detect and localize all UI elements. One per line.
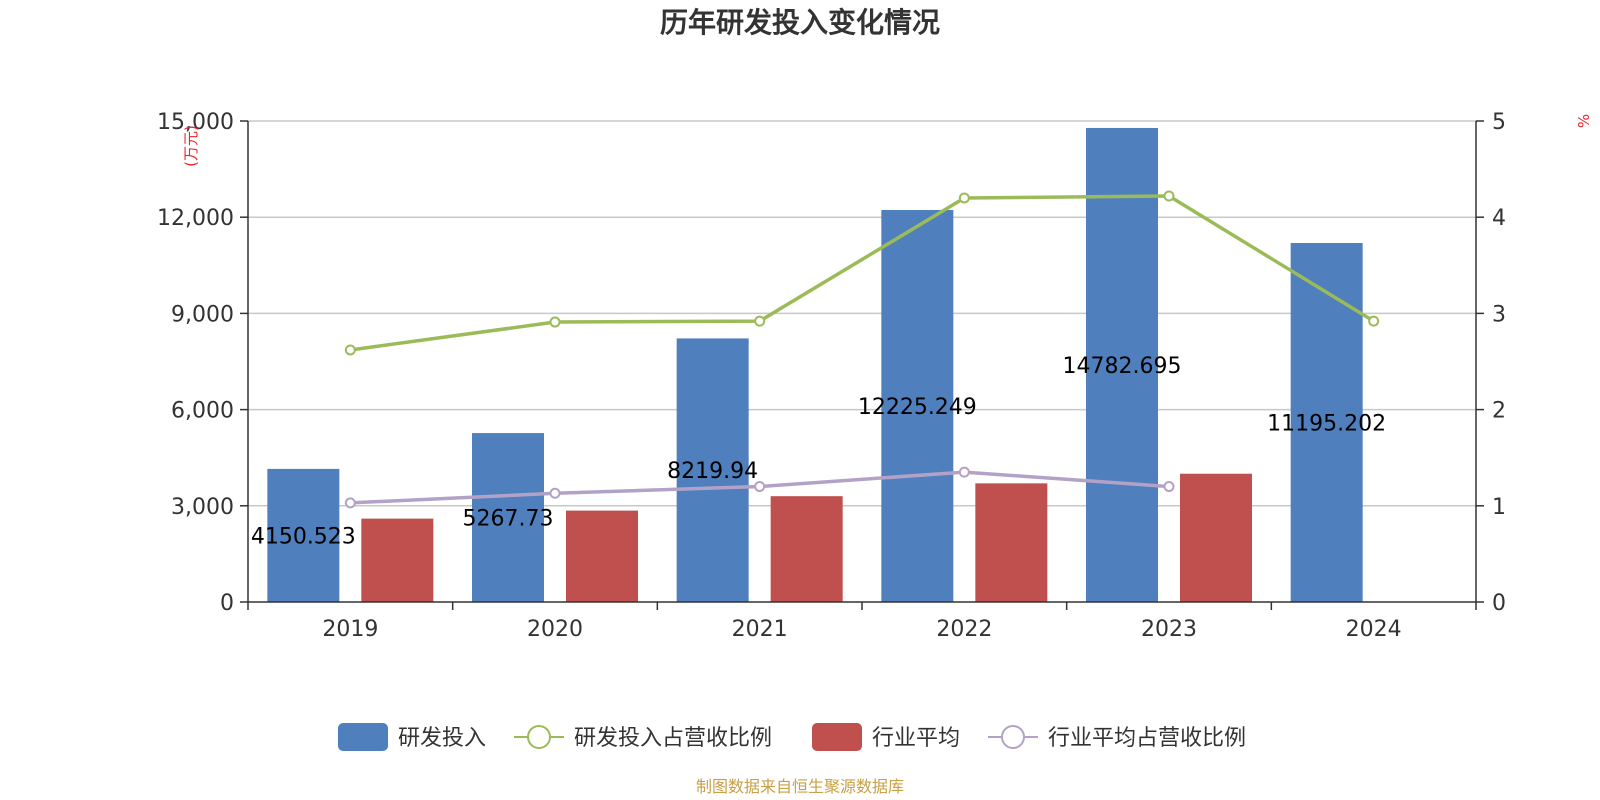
line-point — [344, 497, 356, 509]
legend-label-3: 行业平均占营收比例 — [1048, 726, 1246, 751]
bar-rd-2023 — [1086, 127, 1158, 602]
x-tick-label: 2023 — [1141, 617, 1197, 642]
bar-industry-2020 — [566, 510, 638, 602]
bar-industry-2022 — [975, 483, 1048, 602]
line-point — [1163, 481, 1175, 493]
left-tick-label: 0 — [220, 591, 234, 616]
bar-data-label: 14782.695 — [1063, 354, 1182, 379]
right-tick-label: 4 — [1492, 206, 1506, 231]
line-point — [1368, 315, 1380, 327]
axes-layer: 0 3,000 6,000 9,000 12,000 15,000 0 1 2 3 4 5 2019 20… — [157, 110, 1506, 642]
legend: 研发投入 研发投入占营收比例 行业平均 行业平均占营收比例 — [338, 723, 1246, 751]
left-tick-label: 9,000 — [171, 302, 234, 327]
line-point — [1163, 190, 1175, 202]
bar-industry-2019 — [361, 518, 434, 602]
line-point — [754, 315, 766, 327]
x-tick-label: 2020 — [527, 617, 583, 642]
legend-swatch-0 — [338, 723, 388, 751]
line-point — [958, 192, 970, 204]
line-series-0 — [350, 194, 1375, 352]
right-tick-label: 3 — [1492, 302, 1506, 327]
left-tick-label: 6,000 — [171, 399, 234, 424]
legend-label-0: 研发投入 — [398, 726, 486, 751]
bar-data-label: 8219.94 — [667, 459, 758, 484]
right-axis-unit: % — [1575, 114, 1593, 128]
legend-marker-3 — [1001, 725, 1025, 749]
bar-rd-2024 — [1290, 243, 1363, 602]
legend-marker-1 — [527, 725, 551, 749]
bar-rd-2019 — [267, 468, 340, 602]
legend-label-2: 行业平均 — [872, 726, 960, 751]
x-tick-label: 2021 — [732, 617, 788, 642]
bar-industry-2021 — [770, 496, 843, 602]
data-labels-layer: 4150.523 5267.73 8219.94 12225.249 14782.695… — [251, 354, 1386, 549]
left-tick-label: 3,000 — [171, 495, 234, 520]
line-point — [549, 487, 561, 499]
right-tick-label: 5 — [1492, 110, 1506, 135]
x-tick-label: 2022 — [936, 617, 992, 642]
bar-data-label: 11195.202 — [1267, 412, 1386, 437]
line-point — [549, 316, 561, 328]
bar-rd-2020 — [472, 433, 544, 602]
chart-title: 历年研发投入变化情况 — [660, 6, 940, 39]
bar-data-label: 4150.523 — [251, 524, 356, 549]
bar-data-label: 5267.73 — [463, 507, 554, 532]
legend-swatch-2 — [812, 723, 862, 751]
x-tick-label: 2024 — [1346, 617, 1402, 642]
right-tick-label: 2 — [1492, 399, 1506, 424]
line-point — [754, 481, 766, 493]
legend-label-1: 研发投入占营收比例 — [574, 726, 772, 751]
grid-lines — [248, 120, 1476, 507]
right-tick-label: 0 — [1492, 591, 1506, 616]
bar-industry-2023 — [1180, 473, 1252, 602]
left-tick-label: 15,000 — [157, 110, 234, 135]
bar-rd-2022 — [881, 209, 954, 602]
line-point — [344, 344, 356, 356]
left-axis-unit: (万元) — [182, 125, 200, 167]
right-tick-label: 1 — [1492, 495, 1506, 520]
bar-rd-2021 — [676, 338, 749, 602]
bars-layer — [267, 127, 1363, 602]
line-point — [958, 466, 970, 478]
x-tick-label: 2019 — [322, 617, 378, 642]
lines-layer — [344, 190, 1380, 509]
source-note: 制图数据来自恒生聚源数据库 — [696, 777, 904, 796]
left-tick-label: 12,000 — [157, 206, 234, 231]
bar-data-label: 12225.249 — [858, 395, 977, 420]
